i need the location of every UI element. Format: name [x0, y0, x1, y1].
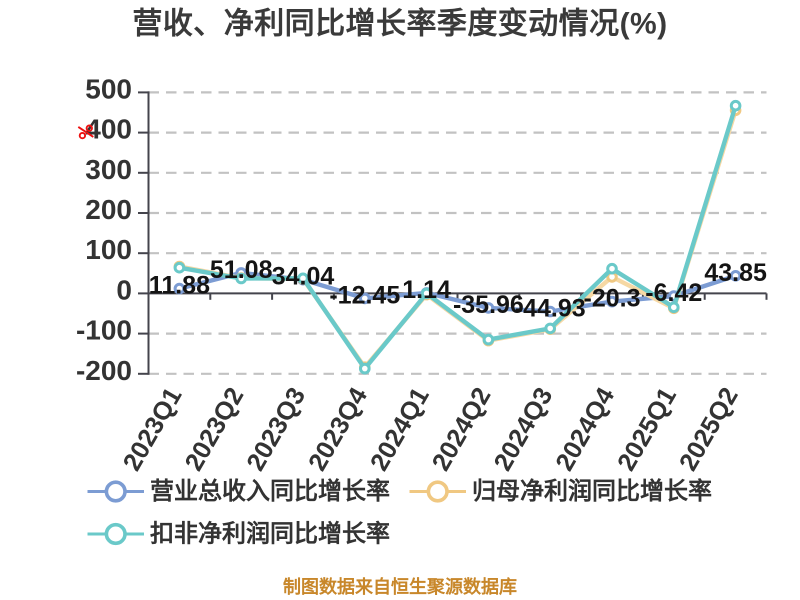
svg-text:34.04: 34.04 [272, 263, 335, 291]
svg-text:0: 0 [116, 274, 132, 305]
svg-text:43.85: 43.85 [704, 259, 767, 287]
svg-text:-20.3: -20.3 [584, 285, 641, 313]
svg-text:100: 100 [85, 234, 132, 265]
svg-text:1.14: 1.14 [402, 276, 451, 304]
svg-text:500: 500 [85, 73, 132, 104]
svg-text:51.08: 51.08 [210, 256, 273, 284]
svg-text:制图数据来自恒生聚源数据库: 制图数据来自恒生聚源数据库 [283, 576, 517, 597]
svg-text:200: 200 [85, 194, 132, 225]
svg-text:-12.45: -12.45 [329, 281, 400, 309]
svg-text:300: 300 [85, 154, 132, 185]
svg-text:-6.42: -6.42 [645, 279, 702, 307]
svg-text:-44.93: -44.93 [515, 295, 586, 323]
svg-text:-35.96: -35.96 [453, 291, 524, 319]
svg-text:-200: -200 [76, 355, 132, 386]
svg-text:扣非净利润同比增长率: 扣非净利润同比增长率 [150, 520, 390, 548]
svg-text:归母净利润同比增长率: 归母净利润同比增长率 [472, 477, 712, 505]
svg-text:11.88: 11.88 [149, 272, 210, 300]
svg-text:营业总收入同比增长率: 营业总收入同比增长率 [150, 477, 390, 505]
svg-text:-100: -100 [76, 315, 132, 346]
svg-text:营收、净利同比增长率季度变动情况(%): 营收、净利同比增长率季度变动情况(%) [132, 7, 667, 41]
svg-text:400: 400 [85, 114, 132, 145]
